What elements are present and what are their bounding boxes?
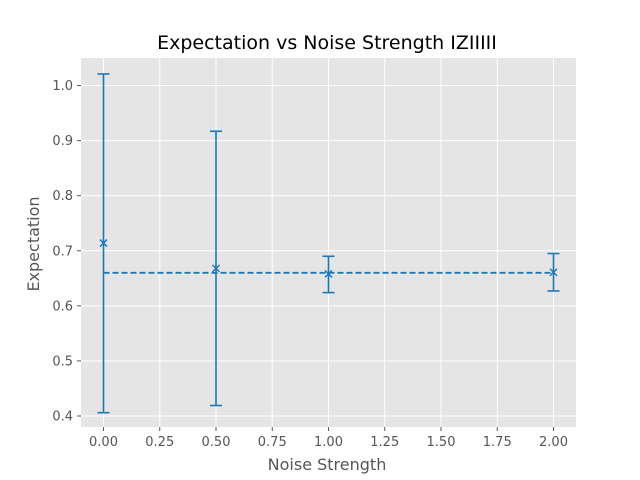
x-tick-label: 0.50 (202, 435, 231, 450)
data-point-marker (549, 268, 558, 277)
y-axis-label: Expectation (24, 196, 43, 291)
grid (81, 58, 576, 427)
y-axis-ticks: 0.4 0.5 0.6 0.7 0.8 0.9 1.0 (52, 79, 81, 424)
data-point-marker (324, 269, 333, 278)
y-tick-label: 0.5 (52, 354, 73, 369)
x-axis-ticks: 0.00 0.25 0.50 0.75 1.00 1.25 1.50 1.75 2.00 (89, 427, 568, 450)
data-point-marker (99, 239, 108, 248)
x-tick-label: 0.25 (145, 435, 174, 450)
y-tick-label: 1.0 (52, 79, 73, 94)
y-tick-label: 0.9 (52, 134, 73, 149)
x-tick-label: 1.75 (483, 435, 512, 450)
y-tick-label: 0.6 (52, 299, 73, 314)
data-point-marker (211, 264, 221, 273)
x-tick-label: 1.50 (427, 435, 456, 450)
data-series (97, 73, 560, 414)
y-tick-label: 0.4 (52, 409, 73, 424)
x-tick-label: 1.25 (370, 435, 399, 450)
x-tick-label: 0.00 (89, 435, 118, 450)
y-tick-label: 0.7 (52, 244, 73, 259)
y-tick-label: 0.8 (52, 189, 73, 204)
x-tick-label: 1.00 (314, 435, 343, 450)
chart-title: Expectation vs Noise Strength IZIIIII (157, 32, 497, 54)
x-tick-label: 2.00 (539, 435, 568, 450)
x-axis-label: Noise Strength (268, 455, 387, 474)
x-tick-label: 0.75 (258, 435, 287, 450)
